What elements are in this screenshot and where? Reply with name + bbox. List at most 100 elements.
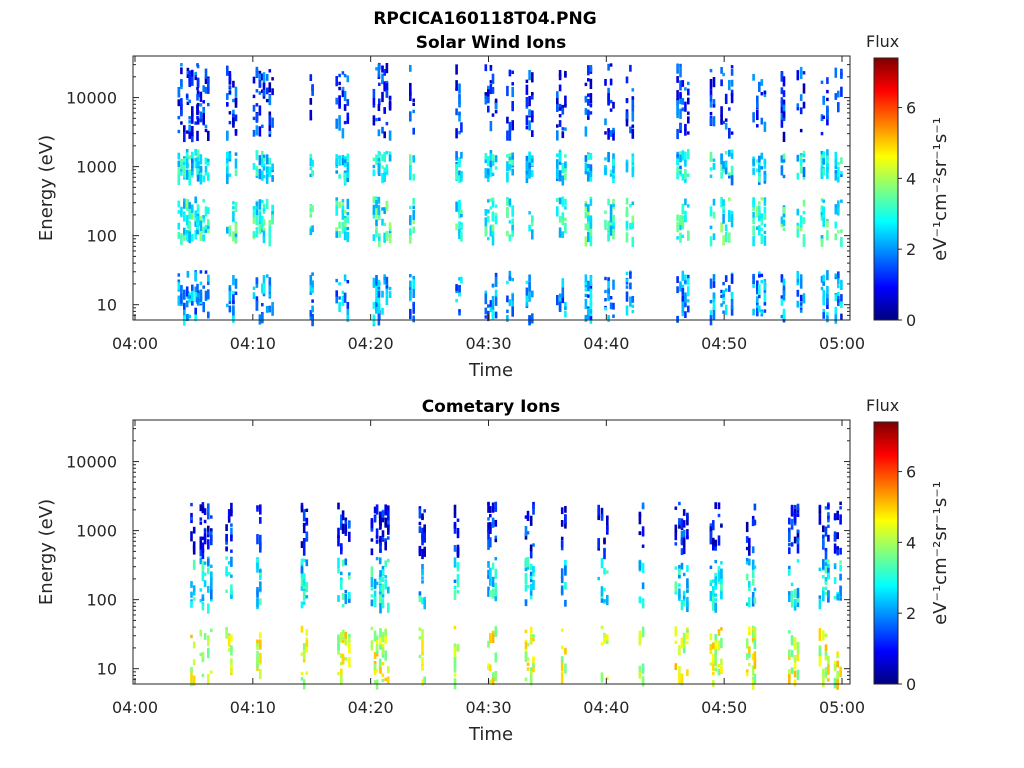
- flux-cell: [337, 527, 340, 538]
- flux-cell: [252, 286, 256, 290]
- colorbar-tick-label: 4: [906, 533, 916, 552]
- flux-cell: [199, 629, 203, 637]
- flux-cell: [687, 278, 690, 285]
- flux-cell: [840, 170, 843, 175]
- figure-title: RPCICA160118T04.PNG: [373, 9, 596, 29]
- flux-cell: [385, 121, 389, 126]
- flux-cell: [604, 307, 607, 311]
- flux-cell: [232, 201, 235, 205]
- flux-cell: [625, 112, 629, 120]
- flux-cell: [348, 596, 351, 603]
- flux-cell: [748, 662, 751, 667]
- flux-cell: [676, 107, 679, 119]
- flux-cell: [837, 90, 840, 98]
- flux-cell: [259, 534, 262, 545]
- flux-cell: [824, 559, 828, 564]
- flux-cell: [506, 207, 509, 218]
- flux-cell: [381, 594, 385, 598]
- flux-cell: [793, 513, 797, 524]
- flux-cell: [674, 542, 678, 546]
- flux-cell: [782, 219, 786, 227]
- flux-cell: [680, 562, 684, 570]
- flux-cell: [722, 213, 725, 224]
- flux-cell: [782, 131, 786, 142]
- flux-cell: [730, 69, 734, 76]
- flux-cell: [796, 225, 800, 229]
- flux-cell: [836, 672, 839, 683]
- flux-cell: [196, 283, 199, 291]
- flux-cell: [194, 286, 197, 297]
- flux-cell: [262, 236, 266, 244]
- flux-cell: [796, 172, 800, 180]
- flux-cell: [491, 502, 495, 513]
- flux-cell: [525, 126, 529, 130]
- flux-cell: [564, 222, 567, 233]
- flux-cell: [612, 215, 615, 219]
- flux-cell: [185, 207, 189, 211]
- flux-cell: [412, 155, 415, 163]
- flux-cell: [625, 232, 629, 243]
- flux-cell: [338, 73, 341, 78]
- flux-cell: [225, 628, 228, 639]
- flux-cell: [604, 219, 607, 230]
- flux-cell: [373, 578, 377, 589]
- flux-cell: [265, 274, 269, 278]
- flux-cell: [834, 306, 838, 314]
- flux-cell: [256, 597, 259, 608]
- flux-cell: [686, 515, 689, 526]
- flux-cell: [678, 521, 681, 529]
- flux-cell: [305, 508, 309, 512]
- flux-cell: [682, 638, 686, 649]
- flux-cell: [383, 152, 386, 163]
- flux-cell: [271, 77, 274, 81]
- flux-cell: [822, 594, 825, 602]
- flux-cell: [199, 281, 203, 285]
- flux-cell: [423, 546, 426, 557]
- flux-cell: [183, 302, 186, 310]
- flux-cell: [820, 131, 824, 136]
- flux-cell: [556, 97, 559, 105]
- flux-cell: [412, 102, 415, 106]
- flux-cell: [826, 155, 829, 166]
- flux-cell: [177, 152, 181, 160]
- flux-cell: [728, 197, 731, 201]
- flux-cell: [203, 534, 207, 545]
- flux-cell: [607, 95, 610, 106]
- flux-cell: [564, 70, 567, 78]
- flux-cell: [453, 625, 457, 630]
- flux-cell: [597, 504, 600, 515]
- flux-cell: [192, 641, 196, 649]
- flux-cell: [625, 76, 629, 84]
- flux-cell: [340, 654, 343, 658]
- flux-cell: [584, 108, 588, 115]
- flux-cell: [373, 663, 377, 671]
- flux-cell: [676, 100, 679, 111]
- flux-cell: [265, 166, 269, 174]
- flux-cell: [529, 515, 533, 526]
- flux-cell: [836, 652, 839, 656]
- flux-cell: [378, 234, 381, 241]
- flux-cell: [631, 236, 635, 248]
- flux-cell: [309, 74, 313, 81]
- x-tick-label: 04:10: [230, 334, 276, 353]
- flux-cell: [379, 637, 382, 645]
- flux-cell: [826, 163, 829, 167]
- flux-cell: [531, 111, 534, 119]
- flux-cell: [560, 587, 564, 594]
- flux-cell: [722, 310, 725, 314]
- flux-cell: [183, 227, 186, 235]
- flux-cell: [302, 601, 306, 605]
- flux-cell: [609, 99, 613, 104]
- flux-cell: [232, 211, 235, 222]
- flux-cell: [309, 153, 313, 161]
- flux-cell: [824, 562, 828, 566]
- flux-cell: [604, 276, 607, 281]
- flux-cell: [232, 80, 235, 88]
- flux-cell: [524, 584, 528, 592]
- flux-cell: [309, 158, 313, 166]
- flux-cell: [377, 290, 381, 298]
- flux-cell: [822, 115, 825, 119]
- flux-cell: [751, 591, 755, 603]
- flux-cell: [305, 517, 309, 525]
